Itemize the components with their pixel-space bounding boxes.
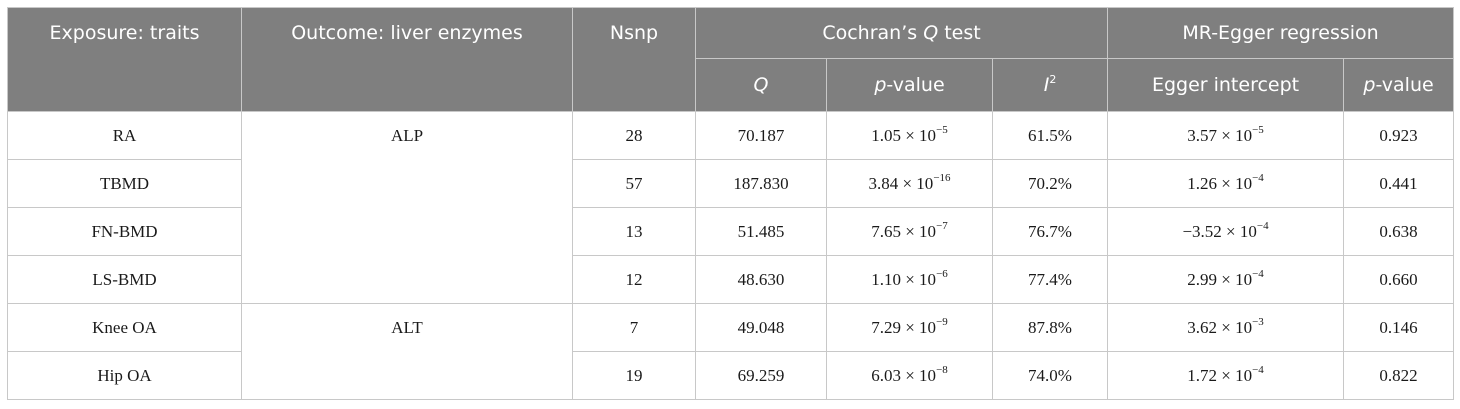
egger-intercept-cell: 3.57 × 10−5: [1107, 111, 1345, 160]
i2-cell: 74.0%: [991, 351, 1109, 400]
egger-intercept-cell: 1.72 × 10−4: [1107, 351, 1345, 400]
q-p-value-cell: 7.29 × 10−9: [826, 303, 993, 352]
header-q-p-value: p-value: [826, 58, 993, 112]
table-row: Knee OA ALT 7 49.048 7.29 × 10−9 87.8% 3…: [7, 303, 1455, 400]
q-cell: 69.259: [695, 351, 827, 400]
q-p-value-cell: 1.05 × 10−5: [826, 111, 993, 160]
egger-intercept-cell: 1.26 × 10−4: [1107, 159, 1345, 208]
header-exposure: Exposure: traits: [7, 7, 242, 112]
q-p-value-cell: 6.03 × 10−8: [826, 351, 993, 400]
egger-p-value-cell: 0.822: [1343, 351, 1455, 400]
egger-intercept-cell: −3.52 × 10−4: [1107, 207, 1345, 256]
mr-sensitivity-table: Exposure: traits Outcome: liver enzymes …: [7, 7, 1455, 400]
outcome-cell: ALT: [241, 303, 573, 400]
egger-p-value-cell: 0.441: [1343, 159, 1455, 208]
q-cell: 49.048: [695, 303, 827, 352]
exposure-cell: TBMD: [7, 159, 242, 208]
q-cell: 70.187: [695, 111, 827, 160]
i2-cell: 87.8%: [991, 303, 1109, 352]
header-egger-p-value: p-value: [1343, 58, 1455, 112]
exposure-cell: Knee OA: [7, 303, 242, 352]
header-outcome: Outcome: liver enzymes: [241, 7, 573, 112]
nsnp-cell: 7: [572, 303, 696, 352]
outcome-cell: ALP: [241, 111, 573, 304]
egger-p-value-cell: 0.923: [1343, 111, 1455, 160]
table-row: FN-BMD 13 51.485 7.65 × 10−7 76.7% −3.52…: [7, 207, 1455, 256]
table-row: LS-BMD 12 48.630 1.10 × 10−6 77.4% 2.99 …: [7, 255, 1455, 304]
exposure-cell: Hip OA: [7, 351, 242, 400]
egger-p-value-cell: 0.146: [1343, 303, 1455, 352]
q-p-value-cell: 1.10 × 10−6: [826, 255, 993, 304]
header-q: Q: [695, 58, 827, 112]
egger-intercept-cell: 2.99 × 10−4: [1107, 255, 1345, 304]
header-nsnp: Nsnp: [572, 7, 696, 112]
table-container: Exposure: traits Outcome: liver enzymes …: [7, 7, 1455, 400]
table-row: RA ALP 28 70.187 1.05 × 10−5 61.5% 3.57 …: [7, 111, 1455, 304]
i2-cell: 70.2%: [991, 159, 1109, 208]
egger-p-value-cell: 0.638: [1343, 207, 1455, 256]
egger-intercept-cell: 3.62 × 10−3: [1107, 303, 1345, 352]
nsnp-cell: 28: [572, 111, 696, 160]
q-p-value-cell: 3.84 × 10−16: [826, 159, 993, 208]
nsnp-cell: 13: [572, 207, 696, 256]
q-cell: 48.630: [695, 255, 827, 304]
table-row: TBMD 57 187.830 3.84 × 10−16 70.2% 1.26 …: [7, 159, 1455, 208]
exposure-cell: FN-BMD: [7, 207, 242, 256]
i2-cell: 76.7%: [991, 207, 1109, 256]
header-mr-egger: MR-Egger regression: [1107, 7, 1455, 59]
exposure-cell: LS-BMD: [7, 255, 242, 304]
header-egger-intercept: Egger intercept: [1107, 58, 1345, 112]
table-row: Hip OA 19 69.259 6.03 × 10−8 74.0% 1.72 …: [7, 351, 1455, 400]
q-cell: 187.830: [695, 159, 827, 208]
egger-p-value-cell: 0.660: [1343, 255, 1455, 304]
q-cell: 51.485: [695, 207, 827, 256]
q-p-value-cell: 7.65 × 10−7: [826, 207, 993, 256]
header-i2: I2: [991, 58, 1109, 112]
nsnp-cell: 12: [572, 255, 696, 304]
nsnp-cell: 19: [572, 351, 696, 400]
nsnp-cell: 57: [572, 159, 696, 208]
exposure-cell: RA: [7, 111, 242, 160]
i2-cell: 61.5%: [991, 111, 1109, 160]
header-cochran-q-test: Cochran’s Q test: [694, 7, 1109, 59]
i2-cell: 77.4%: [991, 255, 1109, 304]
